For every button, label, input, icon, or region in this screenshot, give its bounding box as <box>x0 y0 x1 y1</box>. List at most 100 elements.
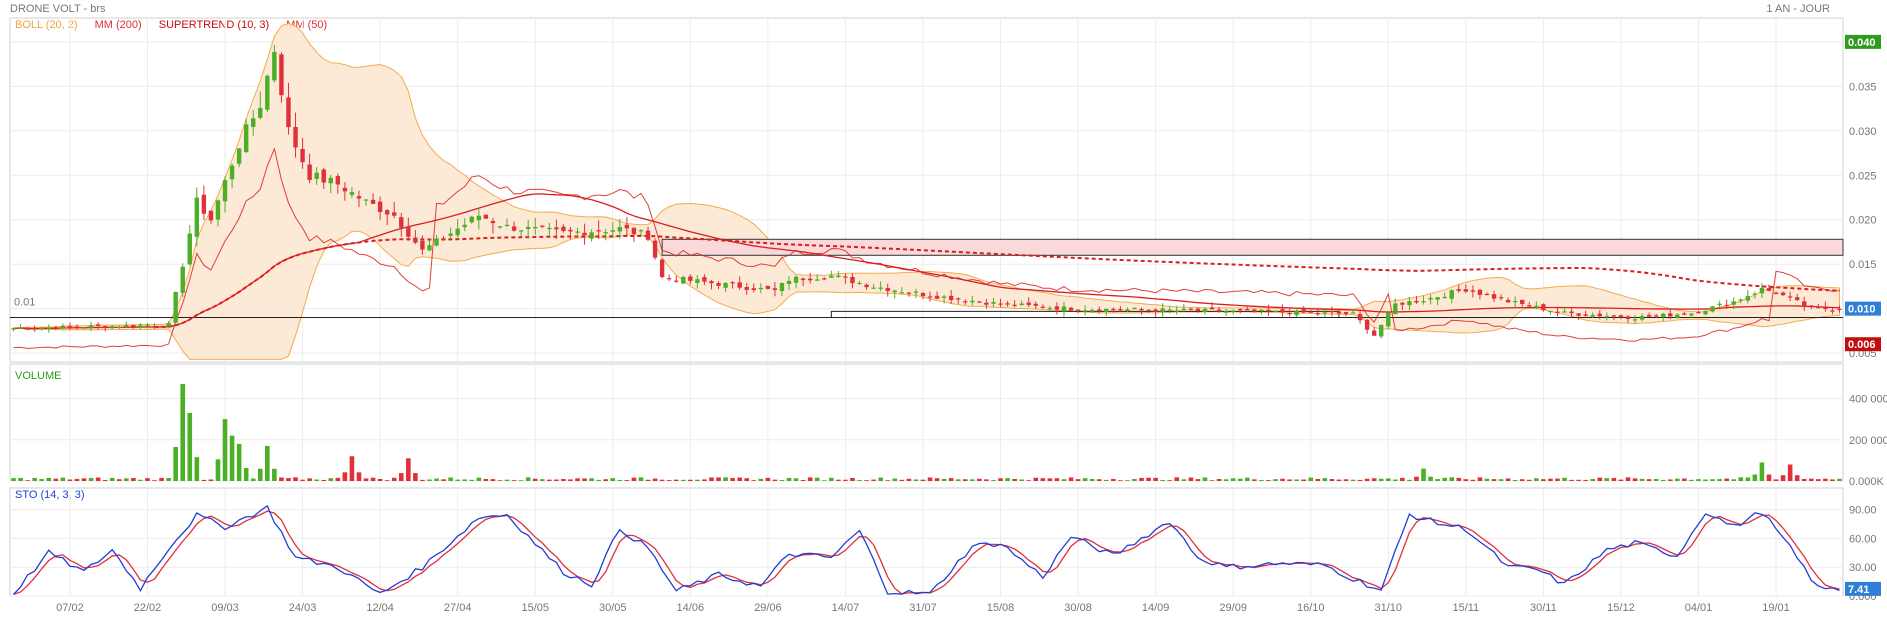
candle-body <box>187 233 192 265</box>
volume-bar <box>1315 479 1321 481</box>
candle-body <box>1555 311 1560 313</box>
x-tick-label: 22/02 <box>134 602 162 614</box>
legend-supertrend[interactable]: SUPERTREND (10, 3) <box>158 19 270 31</box>
price-low-badge-text: 0.006 <box>1848 339 1876 351</box>
volume-bar <box>765 477 771 481</box>
candle-body <box>504 224 510 226</box>
candle-body <box>1534 305 1539 308</box>
volume-bar <box>758 478 764 481</box>
volume-bar <box>744 478 750 481</box>
candle-body <box>1252 309 1257 312</box>
candle-body <box>934 295 940 299</box>
volume-bar <box>532 478 538 481</box>
legend-mm200[interactable]: MM (200) <box>94 19 142 31</box>
candle-body <box>1611 315 1617 317</box>
volume-bar <box>272 468 277 481</box>
volume-bar <box>67 479 73 481</box>
volume-bar <box>1089 479 1095 481</box>
candle-body <box>1118 309 1123 311</box>
volume-bar <box>1555 478 1560 481</box>
volume-bar <box>131 478 136 481</box>
x-tick-label: 04/01 <box>1685 602 1713 614</box>
volume-bar <box>1026 480 1032 481</box>
candle-body <box>1089 309 1095 312</box>
volume-bar <box>1202 477 1208 481</box>
volume-bar <box>807 477 813 481</box>
candle-body <box>878 287 883 289</box>
candle-body <box>1146 309 1151 312</box>
volume-bar <box>1505 478 1511 481</box>
volume-bar <box>962 479 968 481</box>
candle-body <box>786 280 792 285</box>
candle-body <box>1280 309 1285 313</box>
volume-bar <box>314 479 319 481</box>
candle-body <box>124 325 129 327</box>
legend-boll[interactable]: BOLL (20, 2) <box>15 19 78 31</box>
panel-frames <box>9 17 1844 597</box>
volume-bar <box>1400 477 1405 481</box>
candle-body <box>11 328 16 330</box>
sto-value-badge: 7.41 <box>1845 581 1881 596</box>
volume-bar <box>1653 479 1659 481</box>
volume-bar <box>1569 479 1574 481</box>
candle-body <box>956 298 961 300</box>
price-tick-label: 0.035 <box>1849 81 1877 93</box>
volume-bar <box>1618 479 1624 481</box>
candle-body <box>88 325 94 328</box>
candle-body <box>1097 309 1102 312</box>
volume-bar <box>462 479 468 481</box>
candle-body <box>1259 309 1264 311</box>
candle-body <box>1026 302 1031 305</box>
volume-bar <box>1604 478 1610 481</box>
volume-bar <box>236 443 242 481</box>
volume-bar <box>751 480 757 481</box>
candle-body <box>1597 313 1602 317</box>
volume-bar <box>1562 477 1567 481</box>
candle-body <box>363 199 369 201</box>
volume-bar <box>645 479 651 481</box>
candle-body <box>758 287 764 290</box>
candle-body <box>53 327 59 329</box>
candle-body <box>1428 297 1433 300</box>
volume-bar <box>1435 479 1440 481</box>
candle-body <box>772 288 778 291</box>
candle-body <box>166 323 171 327</box>
volume-bar <box>1012 478 1017 481</box>
candle-body <box>462 224 467 228</box>
candle-body <box>293 126 298 148</box>
x-tick-label: 14/06 <box>677 602 705 614</box>
period-label[interactable]: 1 AN - JOUR <box>1766 3 1830 15</box>
volume-bar <box>772 479 778 481</box>
volume-bar <box>829 477 834 481</box>
volume-bar <box>568 479 573 481</box>
volume-bar <box>398 473 404 481</box>
candle-body <box>1618 315 1624 318</box>
candle-body <box>1125 309 1130 311</box>
candle-body <box>871 287 876 289</box>
candle-body <box>1590 314 1595 317</box>
candle-body <box>1174 310 1179 312</box>
candle-body <box>674 280 679 282</box>
volume-bar <box>1371 478 1377 481</box>
volume-bar <box>1216 479 1222 481</box>
candle-body <box>829 275 834 278</box>
volume-bar <box>1357 479 1363 481</box>
candle-body <box>159 326 164 328</box>
candle-body <box>300 148 305 163</box>
candle-body <box>1548 310 1553 313</box>
price-tick-label: 0.020 <box>1849 215 1877 227</box>
volume-bar <box>1632 478 1638 481</box>
volume-bar <box>814 477 820 481</box>
volume-bar <box>892 478 898 481</box>
volume-bar <box>1526 479 1532 481</box>
candle-body <box>1477 289 1483 295</box>
volume-bar <box>659 479 665 481</box>
volume-bar <box>1259 480 1264 481</box>
candle-body <box>131 324 136 327</box>
candle-body <box>1646 314 1652 317</box>
x-tick-label: 19/01 <box>1762 602 1790 614</box>
candle-body <box>645 230 651 240</box>
candle-body <box>1830 310 1835 312</box>
volume-bar <box>786 477 792 481</box>
